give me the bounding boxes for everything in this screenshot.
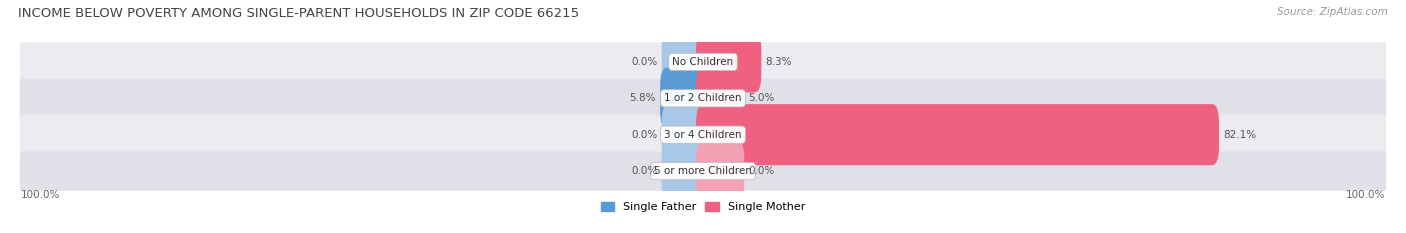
Text: INCOME BELOW POVERTY AMONG SINGLE-PARENT HOUSEHOLDS IN ZIP CODE 66215: INCOME BELOW POVERTY AMONG SINGLE-PARENT… (18, 7, 579, 20)
Text: 0.0%: 0.0% (631, 166, 658, 176)
FancyBboxPatch shape (696, 104, 1219, 165)
Text: 100.0%: 100.0% (1346, 190, 1385, 200)
FancyBboxPatch shape (696, 68, 744, 129)
Text: 100.0%: 100.0% (21, 190, 60, 200)
Text: 82.1%: 82.1% (1223, 130, 1256, 140)
FancyBboxPatch shape (662, 104, 710, 165)
FancyBboxPatch shape (20, 79, 1386, 118)
Text: 5 or more Children: 5 or more Children (654, 166, 752, 176)
Text: No Children: No Children (672, 57, 734, 67)
FancyBboxPatch shape (662, 140, 710, 202)
Text: 8.3%: 8.3% (765, 57, 792, 67)
FancyBboxPatch shape (696, 31, 762, 93)
Text: 5.0%: 5.0% (748, 93, 775, 103)
Text: 1 or 2 Children: 1 or 2 Children (664, 93, 742, 103)
Legend: Single Father, Single Mother: Single Father, Single Mother (600, 202, 806, 212)
FancyBboxPatch shape (696, 140, 744, 202)
FancyBboxPatch shape (20, 115, 1386, 154)
Text: 0.0%: 0.0% (748, 166, 775, 176)
FancyBboxPatch shape (662, 31, 710, 93)
FancyBboxPatch shape (661, 68, 710, 129)
Text: 3 or 4 Children: 3 or 4 Children (664, 130, 742, 140)
Text: 0.0%: 0.0% (631, 57, 658, 67)
FancyBboxPatch shape (20, 151, 1386, 191)
FancyBboxPatch shape (20, 42, 1386, 82)
Text: 0.0%: 0.0% (631, 130, 658, 140)
Text: 5.8%: 5.8% (630, 93, 657, 103)
Text: Source: ZipAtlas.com: Source: ZipAtlas.com (1277, 7, 1388, 17)
